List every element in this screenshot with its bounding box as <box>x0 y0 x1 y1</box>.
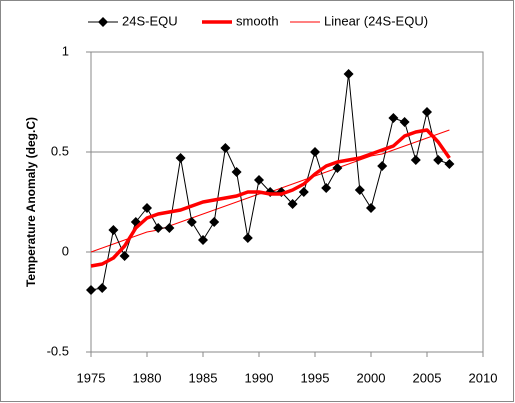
data-point <box>388 113 399 123</box>
data-point <box>231 167 242 177</box>
x-tick-label: 1990 <box>245 370 274 385</box>
data-point <box>175 153 186 163</box>
data-point <box>198 235 208 245</box>
y-tick-label: 0.5 <box>51 143 69 158</box>
data-point <box>366 203 376 213</box>
data-point <box>119 251 130 261</box>
y-axis-label: Temperature Anomaly (deg.C) <box>24 117 38 287</box>
x-tick-label: 2000 <box>357 370 386 385</box>
data-point <box>186 217 197 227</box>
data-point <box>97 283 108 293</box>
y-tick-label: 0 <box>62 243 69 258</box>
series-line <box>90 128 451 268</box>
x-tick-label: 1980 <box>133 370 162 385</box>
plot-border <box>90 51 484 353</box>
data-point <box>142 203 152 213</box>
x-tick-label: 2005 <box>413 370 442 385</box>
data-point <box>377 161 388 171</box>
data-point <box>399 117 410 127</box>
data-point <box>220 143 231 153</box>
data-point <box>254 175 264 185</box>
data-point <box>287 199 298 209</box>
x-tick-label: 1995 <box>301 370 330 385</box>
legend-label: 24S-EQU <box>122 13 178 28</box>
legend-marker <box>98 17 108 27</box>
data-point <box>298 187 309 197</box>
data-point <box>321 183 332 193</box>
data-point <box>242 233 253 243</box>
data-point <box>310 147 320 157</box>
data-point <box>433 155 444 165</box>
legend-label: smooth <box>236 13 279 28</box>
data-point <box>209 217 220 227</box>
x-tick-label: 1975 <box>77 370 106 385</box>
data-point <box>332 163 343 173</box>
y-tick-label: 1 <box>62 43 69 58</box>
data-point <box>343 69 354 79</box>
x-tick-label: 1985 <box>189 370 218 385</box>
data-point <box>86 285 96 295</box>
y-tick-label: -0.5 <box>47 343 69 358</box>
data-point <box>164 223 175 233</box>
data-point <box>108 225 119 235</box>
data-point <box>444 159 455 169</box>
x-tick-label: 2010 <box>469 370 498 385</box>
data-point <box>354 185 365 195</box>
data-point <box>410 155 421 165</box>
data-point <box>422 107 432 117</box>
legend-label: Linear (24S-EQU) <box>324 13 428 28</box>
data-point <box>153 223 164 233</box>
